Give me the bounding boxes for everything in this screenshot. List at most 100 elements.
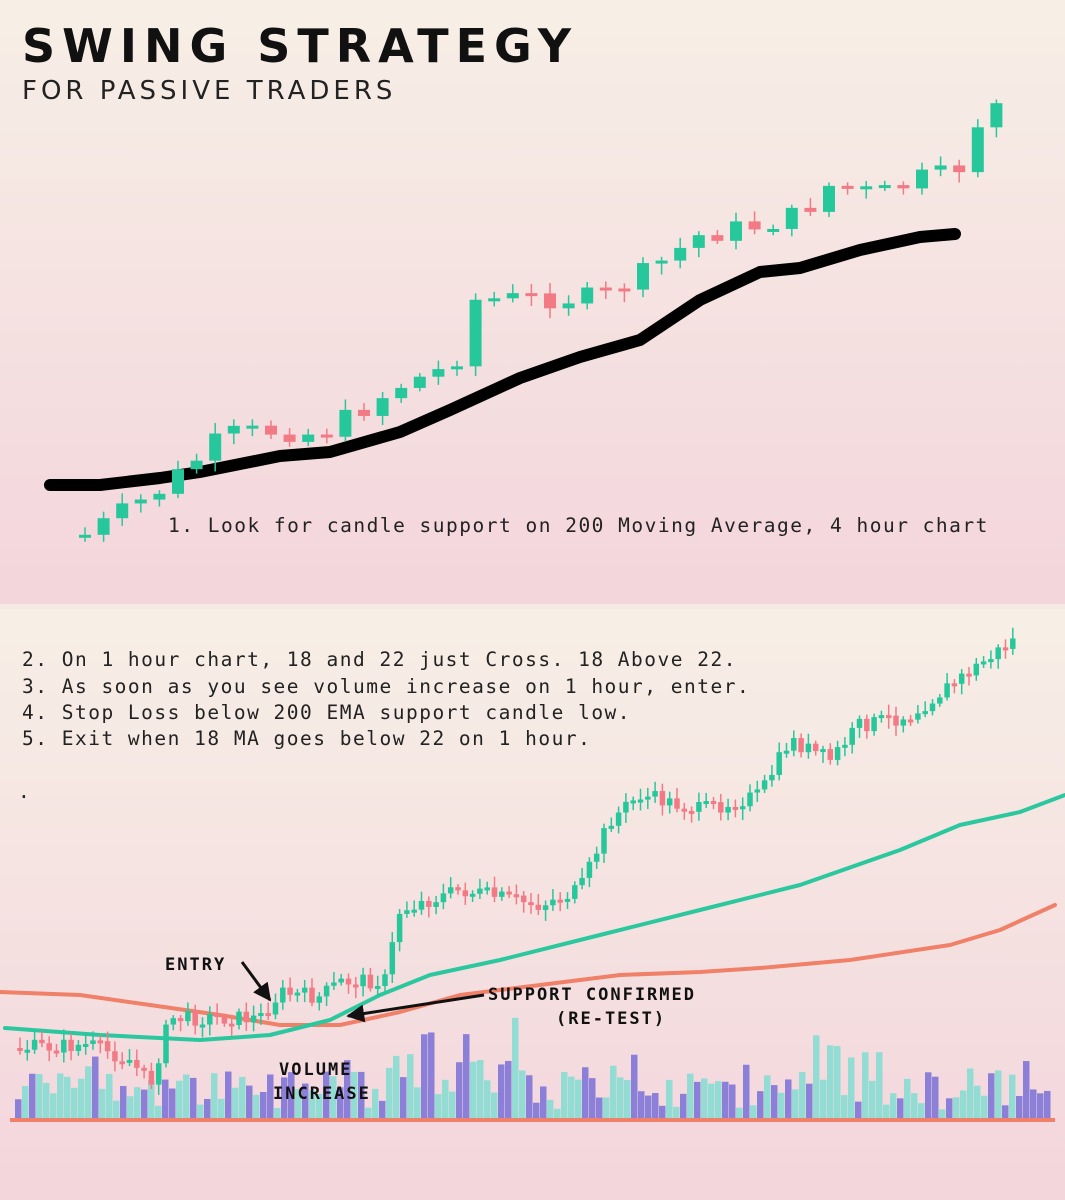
volume-bar [820,1079,827,1118]
candle [309,987,315,1003]
candle [24,1049,31,1053]
volume-bar [813,1035,820,1118]
candle [433,902,439,907]
candle [376,398,389,416]
volume-bar [428,1032,435,1118]
candle [31,1039,38,1050]
volume-bar [15,1099,22,1118]
candle [688,810,695,814]
volume-bar [526,1075,533,1118]
volume-bar [365,1107,372,1118]
candle [562,303,575,309]
candle [141,1067,147,1071]
volume-bar [834,1046,841,1118]
candle [126,1059,133,1063]
volume-bar [855,1101,862,1118]
volume-bar [232,1087,239,1118]
candle [61,1039,67,1053]
volume-bar [281,1077,288,1118]
candle [769,774,775,781]
volume-bar [785,1079,792,1118]
volume-bar [610,1065,617,1118]
candle [645,796,651,800]
volume-bar [169,1088,176,1118]
volume-bar [925,1072,932,1118]
volume-bar [505,1060,512,1118]
volume-bar [806,1083,813,1118]
volume-bar [225,1071,232,1118]
candle [885,715,892,719]
candle [506,891,512,895]
candle [732,806,739,810]
volume-bar [624,1079,631,1118]
candle [730,221,742,241]
candle [542,905,549,910]
candle [455,887,461,891]
candle [280,987,286,1003]
volume-bar [547,1099,554,1118]
volume-bar [575,1079,582,1118]
volume-bar [1044,1090,1051,1118]
volume-bar [1002,1105,1009,1118]
candle [893,715,899,726]
volume-bar [799,1072,806,1118]
volume-bar [204,1098,211,1118]
candle [413,376,426,388]
candle [177,1018,184,1022]
candle [316,996,323,1003]
volume-bar [666,1079,673,1118]
candle [119,1061,125,1065]
step: 5. Exit when 18 MA goes below 22 on 1 ho… [22,727,591,750]
candle [703,801,709,805]
volume-bar [106,1073,113,1118]
volume-bar [99,1088,106,1118]
volume-bar [155,1105,162,1118]
volume-bar [596,1097,603,1118]
candle [767,228,780,232]
candle [320,434,333,438]
volume-bar [995,1070,1002,1118]
candle [339,409,352,437]
candle [747,792,753,807]
volume-bar [141,1089,148,1118]
candle [655,260,668,264]
volume-bar [43,1082,50,1118]
candle [389,942,396,975]
candle [499,891,505,897]
candle [134,1059,140,1068]
candle [155,1063,162,1085]
candle [39,1039,45,1044]
volume-bar [400,1077,407,1118]
volume-bar [722,1081,729,1118]
volume-bar [638,1091,645,1118]
volume-bar [71,1087,78,1118]
step: . [18,780,31,803]
volume-bar [694,1081,701,1118]
candle [990,103,1003,128]
candle [258,1013,264,1017]
volume-bar [78,1078,85,1118]
candle [246,425,259,429]
candle [68,1039,74,1051]
volume-bar [687,1073,694,1118]
volume-bar [673,1106,680,1118]
volume-bar [1023,1061,1030,1118]
volume-bar [64,1076,71,1118]
volume-bar [50,1093,57,1118]
candle [395,387,408,399]
candle [878,185,891,189]
volume-bar [652,1093,659,1118]
annotation: (RE-TEST) [556,1009,666,1029]
candle [358,409,370,416]
volume-bar [470,1061,477,1118]
volume-bar [316,1093,323,1118]
candle [451,366,463,370]
candle [520,895,527,903]
candle [331,982,337,986]
candle [812,743,819,752]
candle [674,247,687,261]
volume-bar [477,1059,484,1118]
volume-bar [491,1092,498,1118]
candle [820,749,826,753]
volume-bar [617,1077,624,1118]
